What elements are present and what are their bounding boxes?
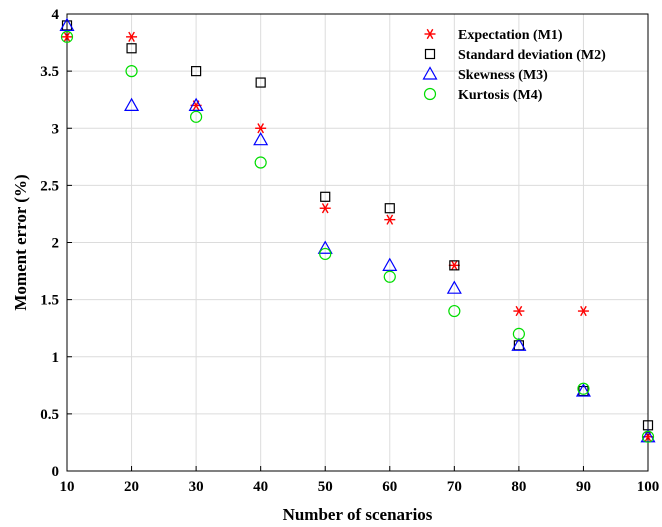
series-2-point <box>449 260 460 271</box>
series-2-point <box>126 43 137 54</box>
legend-label-2: Standard deviation (M2) <box>458 48 606 63</box>
series-2-point <box>255 77 266 88</box>
series-4-point <box>577 382 590 395</box>
series-4-point <box>60 30 74 43</box>
y-tick-label: 0 <box>52 464 60 480</box>
series-3-point <box>575 383 591 397</box>
x-tick-label: 90 <box>576 479 591 495</box>
series-4-point <box>319 247 332 261</box>
y-tick-label: 2 <box>52 236 60 252</box>
legend-label-4: Kurtosis (M4) <box>458 88 543 103</box>
series-2-point <box>320 191 331 202</box>
series-3-point <box>59 17 75 32</box>
series-1-point <box>384 214 396 225</box>
legend-marker-1 <box>424 28 436 40</box>
x-tick-label: 40 <box>253 479 268 495</box>
series-4-point <box>383 270 396 283</box>
x-tick-label: 50 <box>318 479 333 495</box>
legend-marker-2 <box>424 48 436 60</box>
grid <box>66 13 649 472</box>
series-3-point <box>317 240 333 254</box>
series-2-point <box>384 203 395 214</box>
x-tick-label: 80 <box>511 479 526 495</box>
series-1-point <box>577 305 589 317</box>
legend-marker-3 <box>422 66 438 80</box>
series-1-point <box>126 31 138 42</box>
y-tick-label: 1 <box>52 350 60 366</box>
x-tick-label: 70 <box>447 479 462 495</box>
y-tick-label: 0.5 <box>40 407 59 423</box>
series-2-point <box>191 66 202 77</box>
x-tick-label: 100 <box>637 479 660 495</box>
x-axis-label: Number of scenarios <box>283 505 433 524</box>
legend-marker-4 <box>423 87 437 101</box>
legend-label-1: Expectation (M1) <box>458 28 563 43</box>
x-tick-label: 10 <box>60 479 75 495</box>
x-tick-label: 20 <box>124 479 139 495</box>
series-4-point <box>254 156 267 169</box>
y-tick-label: 3 <box>52 121 60 137</box>
series-3-point <box>188 97 204 112</box>
series-1-point <box>61 31 73 42</box>
data-markers <box>59 17 656 443</box>
series-3-point <box>253 131 269 146</box>
series-1-point <box>319 203 331 214</box>
y-tick-label: 1.5 <box>40 293 59 309</box>
y-tick-label: 2.5 <box>40 178 59 194</box>
series-3-point <box>124 97 140 112</box>
series-4-point <box>448 304 461 318</box>
y-tick-label: 4 <box>52 7 60 23</box>
x-tick-label: 30 <box>189 479 204 495</box>
x-tick-label: 60 <box>382 479 397 495</box>
series-1-point <box>448 260 460 271</box>
y-axis-label: Moment error (%) <box>11 174 30 310</box>
series-1-point <box>513 305 525 317</box>
series-4-point <box>641 430 655 443</box>
legend-label-3: Skewness (M3) <box>458 68 548 83</box>
series-1-point <box>255 123 267 134</box>
series-4-point <box>190 110 203 123</box>
legend: Expectation (M1) Standard deviation (M2) S… <box>422 28 606 103</box>
series-3-point <box>446 280 462 294</box>
series-3-point <box>511 337 527 351</box>
series-3-point <box>382 257 398 271</box>
y-tick-label: 3.5 <box>40 64 59 80</box>
series-4-point <box>512 327 525 340</box>
axis-ticks: 10 20 30 40 50 60 70 80 90 100 0 0.5 1 1.5 2 2.5 3 3.5 4 <box>40 7 659 495</box>
series-4-point <box>125 65 138 78</box>
